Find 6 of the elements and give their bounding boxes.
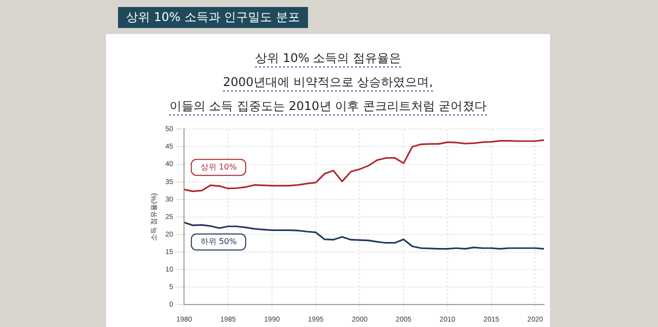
- chart-subtitle: 상위 10% 소득과 인구밀도 분포: [118, 7, 308, 28]
- text: 상위 10% 소득의 점유율은: [254, 51, 402, 65]
- text: 이들의 소득 집중도는 2010년 이후 콘크리트처럼 굳어졌다: [169, 99, 487, 113]
- text: 2000년대에 비약적으로 상승하였으며,: [223, 75, 433, 89]
- text: 상위 10%: [200, 162, 238, 172]
- series-label: 하위 50%: [200, 237, 238, 246]
